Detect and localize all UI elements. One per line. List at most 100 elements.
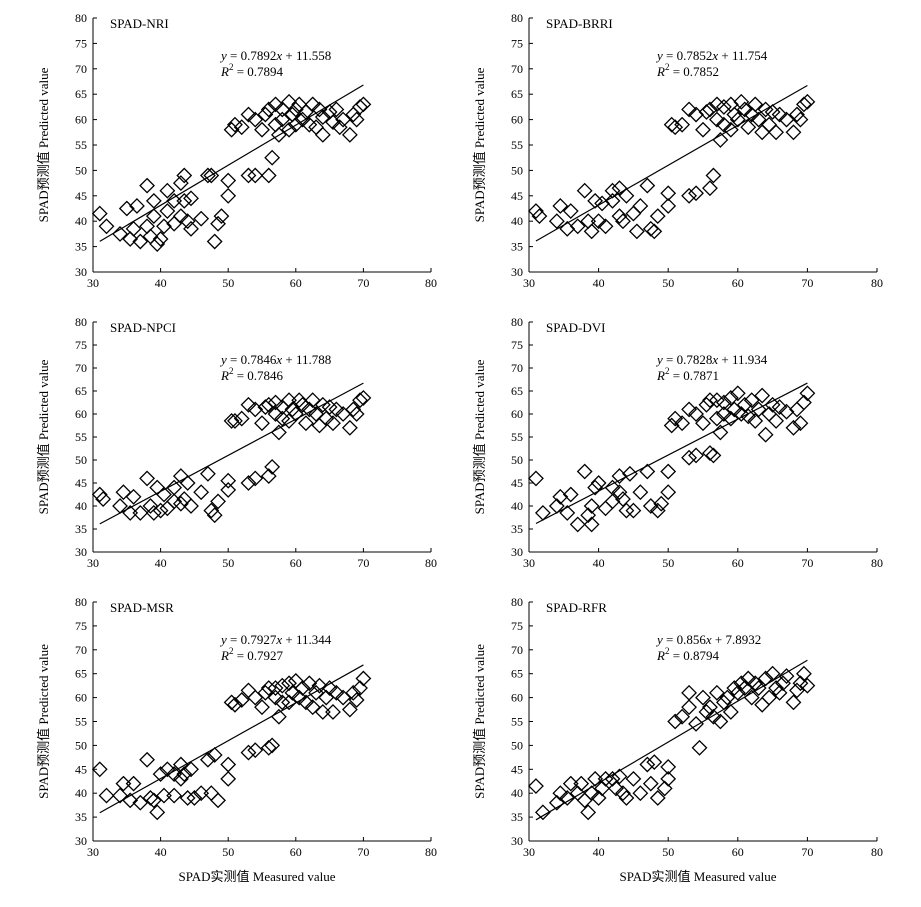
x-tick-label: 30 (87, 556, 99, 570)
data-point (660, 463, 677, 480)
x-tick-label: 60 (290, 276, 302, 290)
y-tick-label: 55 (511, 138, 523, 152)
data-point (615, 491, 631, 508)
data-point (569, 218, 586, 235)
data-point (562, 203, 579, 219)
data-point (757, 670, 774, 687)
x-tick-label: 50 (222, 845, 234, 859)
data-point (715, 98, 732, 115)
data-point (656, 780, 673, 797)
data-point (604, 493, 621, 510)
data-point (301, 401, 318, 418)
data-point (220, 756, 237, 773)
y-tick-label: 60 (511, 113, 523, 127)
data-point (583, 785, 600, 802)
x-tick-label: 40 (593, 556, 605, 570)
data-point (726, 401, 743, 418)
data-point (660, 484, 677, 501)
x-tick-label: 40 (593, 845, 605, 859)
data-point (712, 132, 729, 148)
data-point (210, 792, 226, 809)
x-tick-label: 50 (662, 845, 674, 859)
x-tick-label: 60 (732, 845, 744, 859)
data-point (314, 109, 331, 125)
y-tick-label: 35 (75, 522, 87, 536)
data-point (559, 220, 576, 237)
data-point (260, 396, 277, 413)
data-point (660, 185, 677, 202)
panel-title: SPAD-NRI (110, 16, 169, 31)
data-point (528, 470, 544, 487)
data-point (702, 699, 718, 716)
data-point (778, 403, 795, 420)
data-point (345, 401, 362, 418)
data-point (649, 502, 666, 519)
y-tick-label: 50 (511, 738, 523, 752)
y-tick-label: 70 (511, 643, 523, 657)
data-point (569, 516, 586, 533)
data-point (260, 101, 277, 118)
regression-line (535, 659, 808, 821)
data-point (260, 739, 277, 756)
data-point (270, 708, 287, 725)
data-point (799, 93, 816, 110)
data-point (328, 101, 345, 118)
eq-x: x (711, 48, 718, 63)
r-squared: R2 = 0.7927 (220, 646, 284, 663)
y-tick-label: 55 (75, 715, 87, 729)
y-axis-title: SPAD预测值 Predicted value (472, 359, 487, 514)
r2-value: 0.7871 (683, 368, 719, 383)
data-point (548, 794, 565, 811)
data-point (254, 415, 270, 432)
data-point (274, 677, 291, 694)
data-point (618, 187, 635, 204)
data-point (145, 504, 162, 521)
data-point (785, 124, 802, 141)
data-point (247, 689, 264, 706)
data-point (649, 208, 666, 225)
eq-slope: = 0.7927 (227, 632, 277, 647)
data-point (729, 111, 746, 128)
y-tick-label: 75 (75, 338, 87, 352)
y-axis-title: SPAD预测值 Predicted value (36, 67, 51, 222)
data-point (722, 121, 739, 138)
data-point (206, 233, 223, 250)
y-tick-label: 45 (511, 762, 523, 776)
data-point (611, 484, 628, 501)
data-point (260, 468, 277, 485)
y-tick-label: 45 (75, 189, 87, 203)
data-point (754, 387, 771, 404)
y-tick-label: 50 (511, 453, 523, 467)
y-tick-label: 55 (75, 138, 87, 152)
x-tick-label: 50 (662, 556, 674, 570)
data-point (176, 167, 193, 184)
data-point (552, 198, 569, 214)
data-point (206, 507, 223, 524)
data-point (702, 445, 718, 462)
data-point (681, 187, 697, 204)
data-point (559, 790, 576, 806)
x-tick-label: 80 (425, 845, 437, 859)
regression-equation: y = 0.7828x + 11.934 (655, 352, 768, 367)
y-tick-label: 80 (511, 315, 523, 329)
x-tick-label: 40 (593, 276, 605, 290)
data-point (264, 737, 281, 754)
data-point (639, 177, 656, 194)
data-point (715, 694, 732, 711)
data-point (152, 502, 169, 519)
regression-line (99, 84, 364, 242)
data-point (311, 677, 328, 694)
data-point (159, 761, 176, 778)
data-point (193, 210, 210, 227)
data-point (642, 498, 659, 514)
x-tick-label: 80 (425, 276, 437, 290)
data-point (267, 394, 284, 411)
data-point (91, 205, 108, 222)
data-point (778, 111, 795, 128)
data-point (267, 680, 284, 696)
data-point (352, 98, 368, 115)
data-point (355, 389, 372, 406)
x-tick-label: 70 (801, 556, 813, 570)
data-point (220, 172, 237, 189)
data-point (632, 785, 649, 802)
